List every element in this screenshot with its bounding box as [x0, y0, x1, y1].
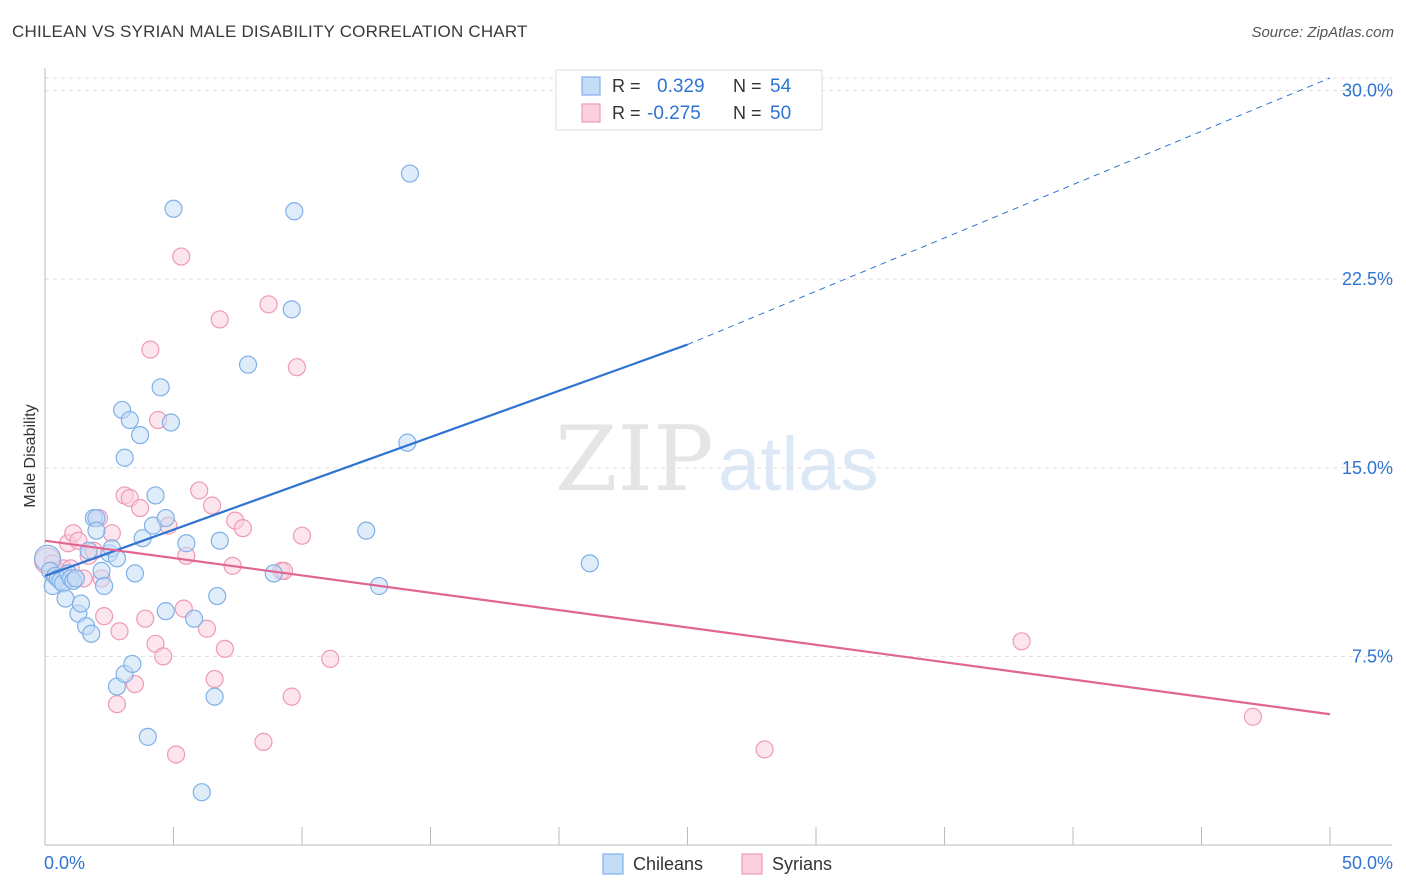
correlation-legend: R = 0.329 N = 54 R = -0.275 N = 50	[555, 69, 823, 131]
chileans-point	[56, 589, 75, 608]
y-tick-label: 22.5%	[1342, 269, 1393, 289]
syrians-point	[95, 607, 114, 626]
chileans-point	[95, 576, 114, 596]
syrians-point	[321, 649, 340, 669]
legend-r-label: R =	[612, 103, 641, 123]
syrians-point	[215, 639, 234, 658]
legend-n-value-syrians: 50	[770, 103, 791, 124]
trend-lines	[44, 77, 1331, 716]
chileans-point	[208, 586, 227, 606]
chileans-point	[357, 521, 376, 540]
series-legend-label-chileans: Chileans	[633, 854, 703, 874]
y-tick-labels: 7.5% 15.0% 22.5% 30.0%	[1342, 81, 1393, 667]
syrians-point	[1012, 632, 1031, 651]
syrians-point	[202, 496, 222, 515]
syrians-point	[292, 526, 312, 545]
chileans-point	[192, 783, 211, 802]
chileans-trend-line	[44, 343, 688, 577]
syrians-point	[141, 340, 160, 359]
chileans-point	[156, 602, 175, 621]
chileans-trend-extension	[687, 77, 1331, 346]
chileans-point	[115, 448, 134, 467]
series-legend-swatch-chileans	[602, 853, 624, 875]
legend-n-label: N =	[733, 76, 762, 96]
y-tick-label: 15.0%	[1342, 458, 1393, 478]
chart-title: CHILEAN VS SYRIAN MALE DISABILITY CORREL…	[12, 22, 528, 41]
chileans-point	[146, 486, 165, 505]
y-tick-label: 7.5%	[1352, 646, 1393, 666]
legend-swatch-chileans	[581, 76, 601, 96]
syrians-point	[287, 358, 306, 377]
x-tick-label-max: 50.0%	[1342, 853, 1393, 873]
chileans-point	[138, 727, 157, 746]
chileans-point	[282, 300, 301, 319]
axes	[44, 68, 1392, 846]
legend-swatch-syrians	[581, 103, 601, 123]
syrians-point	[102, 524, 121, 543]
syrians-point	[190, 481, 209, 500]
syrians-point	[110, 622, 129, 641]
syrians-point	[166, 745, 186, 764]
chileans-point	[71, 594, 91, 613]
syrians-point	[254, 732, 273, 751]
chileans-point	[164, 199, 183, 218]
x-tick-label-min: 0.0%	[44, 853, 85, 873]
series-legend-swatch-syrians	[741, 853, 763, 875]
legend-r-value-syrians: -0.275	[647, 103, 701, 124]
syrians-point	[130, 498, 150, 518]
chileans-point	[151, 378, 170, 397]
syrians-point	[755, 740, 774, 759]
syrians-trend-line	[44, 539, 1331, 716]
syrians-point	[282, 687, 301, 706]
syrians-point	[1243, 707, 1263, 726]
watermark-atlas: atlas	[718, 422, 879, 507]
syrians-point	[172, 247, 191, 266]
chileans-point	[82, 624, 101, 643]
chileans-point	[161, 413, 181, 432]
source-label: Source: ZipAtlas.com	[1251, 24, 1394, 41]
syrians-point	[197, 619, 217, 638]
syrians-point	[154, 647, 173, 666]
chileans-point	[66, 569, 85, 588]
chileans-point	[130, 425, 150, 445]
legend-n-value-chileans: 54	[770, 76, 792, 97]
syrians-point	[259, 295, 278, 314]
syrians-point	[210, 310, 229, 329]
chileans-point	[125, 564, 145, 583]
watermark: ZIP atlas	[555, 407, 879, 512]
chileans-point	[184, 609, 204, 628]
chileans-point	[580, 554, 599, 573]
syrians-point	[205, 669, 224, 689]
chileans-point	[120, 410, 139, 430]
y-axis-label: Male Disability	[22, 404, 39, 507]
legend-r-value-chileans: 0.329	[657, 76, 705, 97]
syrians-point	[233, 519, 252, 538]
legend-r-label: R =	[612, 76, 641, 96]
chileans-point	[156, 508, 175, 528]
chileans-point	[177, 534, 196, 553]
chileans-point	[238, 355, 258, 374]
chileans-point	[87, 521, 106, 540]
syrians-point	[107, 695, 127, 714]
chileans-point	[210, 531, 229, 550]
y-tick-label: 30.0%	[1342, 81, 1393, 101]
watermark-zip: ZIP	[555, 407, 714, 512]
syrians-point	[136, 609, 155, 628]
series-legend: Chileans Syrians	[602, 853, 832, 875]
chileans-point	[285, 202, 304, 221]
legend-n-label: N =	[733, 103, 762, 123]
chileans-point	[400, 164, 420, 183]
chileans-point	[92, 561, 111, 580]
series-legend-label-syrians: Syrians	[772, 854, 832, 874]
chileans-point	[205, 687, 224, 706]
chileans-point	[123, 654, 142, 674]
